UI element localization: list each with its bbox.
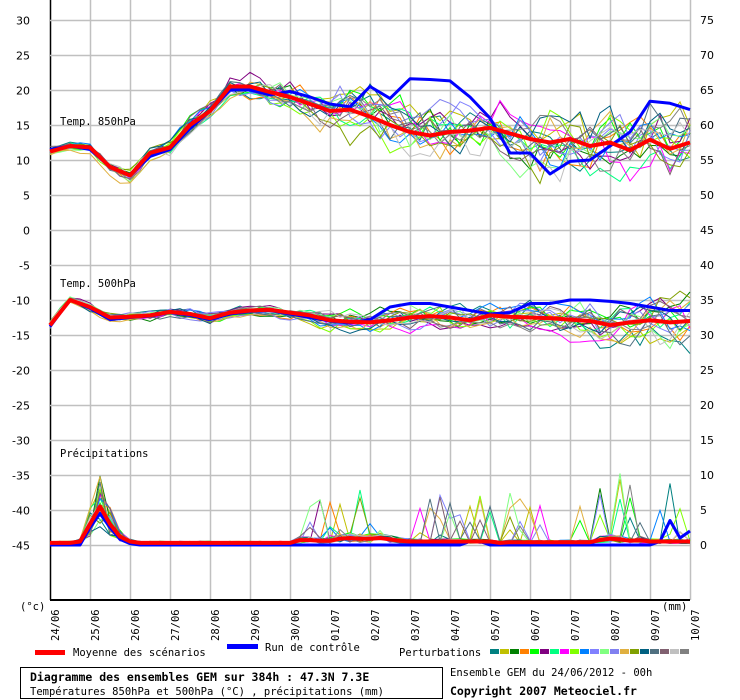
date-tick-label: 01/07 — [330, 609, 342, 641]
date-tick-label: 09/07 — [650, 609, 662, 641]
chart-title: Diagramme des ensembles GEM sur 384h : 4… — [30, 670, 369, 684]
date-tick-label: 25/06 — [90, 609, 102, 641]
date-tick-label: 03/07 — [410, 609, 422, 641]
legend-perturbation-swatch — [680, 649, 689, 654]
left-tick-label: -10 — [12, 295, 30, 308]
perturbation-line-t500 — [49, 299, 691, 334]
date-tick-label: 29/06 — [250, 609, 262, 641]
legend-perturbation-swatch — [660, 649, 669, 654]
left-tick-label: -40 — [12, 505, 30, 518]
right-tick-label: 70 — [700, 49, 714, 62]
legend-perturbation-swatch — [630, 649, 639, 654]
legend-mean-swatch — [35, 650, 65, 655]
copyright: Copyright 2007 Meteociel.fr — [450, 684, 637, 698]
date-tick-label: 04/07 — [450, 609, 462, 641]
legend-perturbation-swatch — [560, 649, 569, 654]
right-tick-label: 60 — [700, 119, 714, 132]
right-tick-label: 10 — [700, 469, 714, 482]
legend-control-label: Run de contrôle — [265, 642, 360, 654]
legend-perturbation-swatches — [490, 649, 689, 654]
date-tick-label: 07/07 — [570, 609, 582, 641]
left-tick-label: -30 — [12, 435, 30, 448]
run-info: Ensemble GEM du 24/06/2012 - 00h — [450, 667, 652, 679]
left-tick-label: -20 — [12, 365, 30, 378]
left-tick-label: 20 — [16, 85, 30, 98]
date-tick-label: 02/07 — [370, 609, 382, 641]
right-tick-label: 55 — [700, 154, 714, 167]
date-tick-label: 06/07 — [530, 609, 542, 641]
left-tick-label: -25 — [12, 400, 30, 413]
right-tick-label: 25 — [700, 364, 714, 377]
left-tick-label: -35 — [12, 470, 30, 483]
legend-perturbation-swatch — [510, 649, 519, 654]
perturbation-line-t850 — [49, 83, 691, 180]
date-tick-label: 30/06 — [290, 609, 302, 641]
right-tick-label: 5 — [700, 504, 707, 517]
legend-perturbation-swatch — [600, 649, 609, 654]
legend-perturbations-label: Perturbations — [399, 647, 481, 659]
right-tick-label: 50 — [700, 189, 714, 202]
perturbation-line-t850 — [49, 84, 691, 185]
left-tick-label: 10 — [16, 155, 30, 168]
date-tick-label: 28/06 — [210, 609, 222, 641]
legend-perturbation-swatch — [520, 649, 529, 654]
legend-perturbation-swatch — [580, 649, 589, 654]
legend-perturbation-swatch — [550, 649, 559, 654]
legend-perturbation-swatch — [610, 649, 619, 654]
left-tick-label: 30 — [16, 15, 30, 28]
left-tick-label: 25 — [16, 50, 30, 63]
series-precip_control — [50, 512, 691, 547]
series-precip_mean — [50, 504, 690, 545]
legend-perturbation-swatch — [620, 649, 629, 654]
right-tick-label: 40 — [700, 259, 714, 272]
right-unit-label: (mm) — [662, 601, 687, 613]
legend-perturbation-swatch — [490, 649, 499, 654]
left-tick-label: -45 — [12, 540, 30, 553]
series-t850_control — [49, 77, 691, 177]
legend-perturbation-swatch — [500, 649, 509, 654]
legend-control-swatch — [227, 644, 258, 649]
axis-ticks: 302520151050-5-10-15-20-25-30-35-40-4575… — [12, 14, 714, 641]
perturbation-line-t850 — [49, 81, 691, 176]
right-tick-label: 15 — [700, 434, 714, 447]
right-tick-label: 35 — [700, 294, 714, 307]
left-tick-label: 15 — [16, 120, 30, 133]
date-tick-label: 05/07 — [490, 609, 502, 641]
left-tick-label: 0 — [23, 225, 30, 238]
right-tick-label: 30 — [700, 329, 714, 342]
title-box — [20, 667, 443, 699]
right-tick-label: 20 — [700, 399, 714, 412]
legend-perturbation-swatch — [640, 649, 649, 654]
series-t500_mean — [48, 298, 691, 328]
right-tick-label: 0 — [700, 539, 707, 552]
date-tick-label: 10/07 — [690, 609, 702, 641]
right-tick-label: 75 — [700, 14, 714, 27]
legend-perturbation-swatch — [590, 649, 599, 654]
legend-perturbation-swatch — [650, 649, 659, 654]
date-tick-label: 26/06 — [130, 609, 142, 641]
date-tick-label: 27/06 — [170, 609, 182, 641]
panel-label-850: Temp. 850hPa — [60, 116, 136, 128]
chart-subtitle: Températures 850hPa et 500hPa (°C) , pré… — [30, 686, 384, 698]
left-tick-label: 5 — [23, 190, 30, 203]
left-tick-label: -5 — [19, 260, 30, 273]
main-lines — [48, 77, 691, 547]
date-tick-label: 08/07 — [610, 609, 622, 641]
legend-perturbation-swatch — [670, 649, 679, 654]
right-tick-label: 65 — [700, 84, 714, 97]
panel-label-500: Temp. 500hPa — [60, 278, 136, 290]
left-unit-label: (°c) — [20, 601, 45, 613]
perturbation-line-t500 — [49, 296, 691, 343]
panel-label-precip: Précipitations — [60, 448, 149, 460]
legend-mean-label: Moyenne des scénarios — [73, 647, 206, 659]
legend-perturbation-swatch — [530, 649, 539, 654]
date-tick-label: 24/06 — [50, 609, 62, 641]
legend-perturbation-swatch — [540, 649, 549, 654]
right-tick-label: 45 — [700, 224, 714, 237]
series-t850_mean — [49, 84, 691, 178]
legend-perturbation-swatch — [570, 649, 579, 654]
left-tick-label: -15 — [12, 330, 30, 343]
